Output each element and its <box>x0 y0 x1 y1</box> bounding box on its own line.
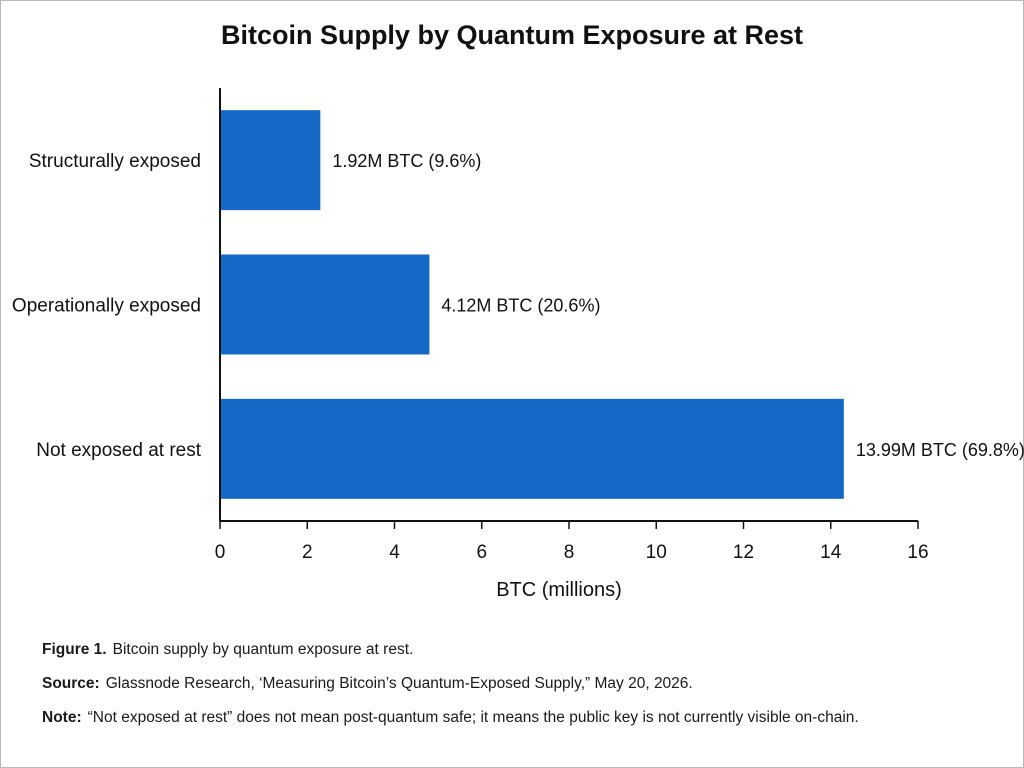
bar <box>220 110 321 211</box>
x-tick-label: 10 <box>646 542 667 563</box>
chart-title: Bitcoin Supply by Quantum Exposure at Re… <box>220 20 804 50</box>
bar-chart: Structurally exposed 1.92M BTC (9.6%) Oper… <box>12 88 1024 601</box>
data-label: 1.92M BTC (9.6%) <box>332 151 481 171</box>
x-tick-label: 2 <box>302 542 313 563</box>
figure-label: Figure 1. <box>42 641 107 658</box>
x-axis-title: BTC (millions) <box>496 579 622 601</box>
data-label: 13.99M BTC (69.8%) <box>856 440 1024 460</box>
x-tick-label: 16 <box>907 542 928 563</box>
bar <box>220 254 430 355</box>
x-tick-label: 14 <box>820 542 842 563</box>
x-tick-label: 8 <box>564 542 575 563</box>
x-tick-label: 0 <box>215 542 226 563</box>
source-text: Glassnode Research, ‘Measuring Bitcoin’s… <box>105 675 693 692</box>
category-label: Not exposed at rest <box>36 440 201 461</box>
figure-text: Bitcoin supply by quantum exposure at re… <box>112 641 414 658</box>
figure-caption: Figure 1. Bitcoin supply by quantum expos… <box>42 641 413 659</box>
note-label: Note: <box>42 709 82 726</box>
source-line: Source: Glassnode Research, ‘Measuring Bi… <box>42 675 693 693</box>
x-tick-label: 12 <box>733 542 754 563</box>
x-tick-label: 4 <box>389 542 400 563</box>
note-line: Note: “Not exposed at rest” does not mean… <box>42 709 859 727</box>
data-label: 4.12M BTC (20.6%) <box>441 296 600 316</box>
category-label: Operationally exposed <box>12 296 201 317</box>
note-text: “Not exposed at rest” does not mean post… <box>87 709 859 726</box>
x-tick-label: 6 <box>476 542 487 563</box>
source-label: Source: <box>42 675 100 692</box>
bar <box>220 398 844 499</box>
category-label: Structurally exposed <box>29 151 201 172</box>
